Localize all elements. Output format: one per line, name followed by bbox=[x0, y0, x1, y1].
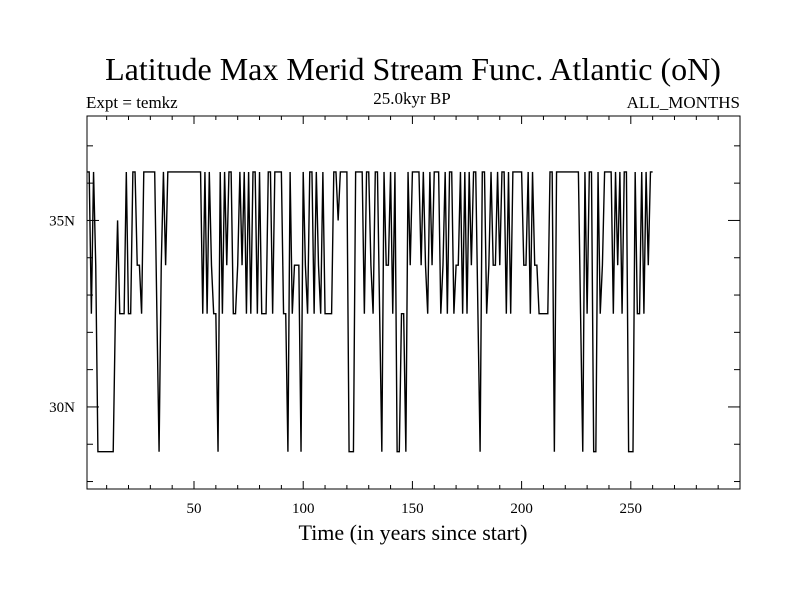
series-line-0 bbox=[87, 171, 653, 453]
y-tick-label: 35N bbox=[49, 213, 75, 229]
x-tick-label: 200 bbox=[510, 501, 533, 517]
x-tick-label: 50 bbox=[187, 501, 202, 517]
plot-area-frame bbox=[86, 115, 741, 490]
chart-subtitle-center: 25.0kyr BP bbox=[373, 89, 450, 108]
series-layer bbox=[87, 171, 653, 453]
axis-tick-labels: 50 100 150 200 250 30N 35N bbox=[49, 213, 642, 517]
y-tick-label: 30N bbox=[49, 400, 75, 416]
chart-subtitle-left: Expt = temkz bbox=[86, 93, 178, 112]
x-tick-label: 150 bbox=[401, 501, 424, 517]
chart-title: Latitude Max Merid Stream Func. Atlantic… bbox=[105, 51, 721, 87]
chart-subtitle-right: ALL_MONTHS bbox=[627, 93, 740, 112]
x-tick-label: 100 bbox=[292, 501, 315, 517]
axis-ticks bbox=[87, 116, 741, 489]
x-axis-label: Time (in years since start) bbox=[299, 520, 528, 545]
x-tick-label: 250 bbox=[620, 501, 643, 517]
